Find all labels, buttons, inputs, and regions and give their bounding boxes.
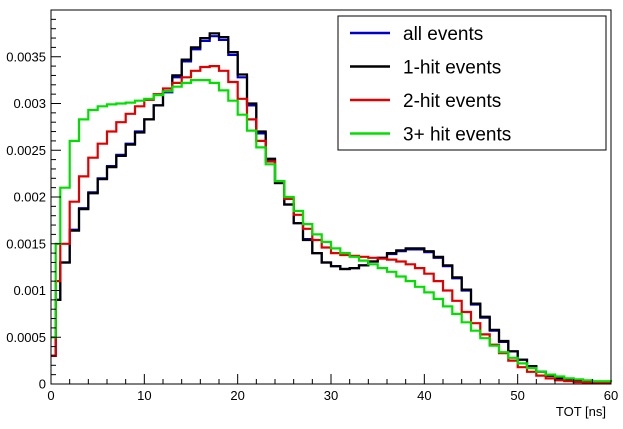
series-line-4 — [51, 79, 613, 383]
x-tick-label: 20 — [230, 388, 244, 403]
y-tick-label: 0 — [39, 377, 46, 392]
x-tick-label: 10 — [137, 388, 151, 403]
x-tick-label: 0 — [47, 388, 54, 403]
series-line-2 — [51, 32, 611, 385]
legend-entries: all events 1-hit events 2-hit events 3+ hit… — [350, 24, 511, 146]
axis-ticks — [50, 18, 612, 385]
y-tick-label: 0.002 — [13, 190, 46, 205]
y-tick-label: 0.0005 — [6, 330, 46, 345]
series-layer — [51, 32, 613, 385]
legend-label: all events — [403, 24, 483, 45]
y-tick-labels: 0 0.0005 0.001 0.0015 0.002 0.0025 0.003 0.0035 — [6, 49, 46, 391]
y-tick-label: 0.001 — [13, 283, 46, 298]
legend-box — [337, 15, 607, 151]
x-tick-label: 30 — [324, 388, 338, 403]
x-tick-label: 40 — [417, 388, 431, 403]
y-tick-label: 0.003 — [13, 96, 46, 111]
y-tick-label: 0.0035 — [6, 49, 46, 64]
series-line-3 — [51, 65, 611, 385]
x-tick-label: 60 — [604, 388, 618, 403]
x-axis-label: TOT [ns] — [556, 404, 606, 419]
legend-label: 3+ hit events — [403, 125, 511, 146]
y-tick-label: 0.0015 — [6, 236, 46, 251]
legend-label: 2-hit events — [403, 91, 501, 112]
legend-label: 1-hit events — [403, 58, 501, 79]
x-tick-labels: 0 10 20 30 40 50 60 — [47, 388, 618, 403]
legend: all events 1-hit events 2-hit events 3+ hit… — [337, 15, 607, 151]
y-tick-label: 0.0025 — [6, 143, 46, 158]
x-tick-label: 50 — [510, 388, 524, 403]
